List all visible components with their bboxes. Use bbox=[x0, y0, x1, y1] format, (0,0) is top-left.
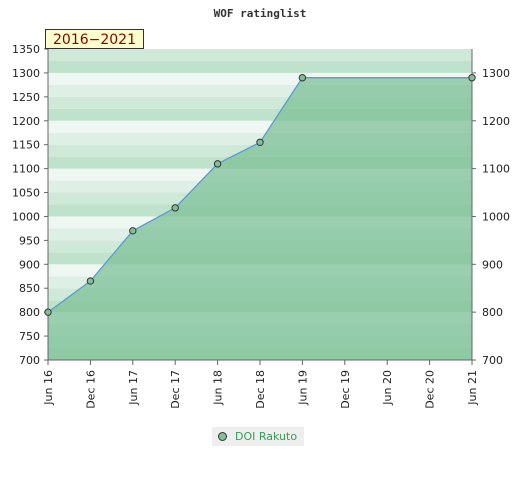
x-tick-label: Dec 16 bbox=[84, 370, 97, 409]
data-point bbox=[468, 74, 476, 82]
legend[interactable]: DOI Rakuto bbox=[212, 427, 305, 446]
x-tick-label: Jun 19 bbox=[296, 370, 309, 406]
data-point bbox=[129, 227, 137, 235]
area-layer bbox=[47, 77, 472, 360]
data-point bbox=[44, 308, 52, 316]
y-tick-label: 1250 bbox=[12, 91, 40, 104]
x-tick-label: Jun 21 bbox=[466, 370, 479, 406]
y-axis-left-ticks: 700 750 800 850 900 950 1000 1050 1100 1150 1200 12… bbox=[12, 43, 48, 367]
plot-band bbox=[48, 120, 472, 133]
plot-band bbox=[48, 108, 472, 121]
data-point bbox=[213, 160, 222, 168]
y-tick-label-right: 1200 bbox=[482, 115, 510, 128]
x-tick-label: Jun 16 bbox=[42, 370, 55, 406]
plot-band bbox=[48, 60, 472, 73]
y-tick-label: 1300 bbox=[12, 67, 40, 80]
y-tick-label-right: 700 bbox=[482, 354, 503, 367]
x-tick-label: Jun 17 bbox=[127, 370, 140, 406]
legend-label: DOI Rakuto bbox=[235, 430, 298, 443]
y-tick-label-right: 800 bbox=[482, 306, 503, 319]
period-badge: 2016−2021 bbox=[45, 29, 144, 49]
x-tick-label: Dec 17 bbox=[169, 370, 182, 409]
x-tick-label: Jun 20 bbox=[381, 370, 394, 406]
plot-band bbox=[48, 72, 472, 85]
y-tick-label: 1050 bbox=[12, 187, 40, 200]
plot-band bbox=[48, 84, 472, 97]
y-tick-label: 1000 bbox=[12, 210, 40, 223]
y-axis-right-ticks: 700 800 900 1000 1100 1200 1300 bbox=[472, 67, 510, 367]
x-tick-label: Dec 19 bbox=[339, 370, 352, 409]
chart-title: WOF ratinglist bbox=[214, 7, 307, 20]
y-tick-label-right: 900 bbox=[482, 258, 503, 271]
y-tick-label: 800 bbox=[19, 306, 40, 319]
series-area bbox=[48, 77, 472, 360]
x-tick-label: Jun 18 bbox=[212, 370, 225, 406]
y-tick-label: 950 bbox=[19, 234, 40, 247]
data-point bbox=[256, 138, 264, 147]
y-tick-label: 900 bbox=[19, 258, 40, 271]
x-tick-label: Dec 18 bbox=[254, 370, 267, 409]
y-tick-label: 1150 bbox=[12, 139, 40, 152]
y-tick-label: 1100 bbox=[12, 163, 40, 176]
legend-marker-icon bbox=[218, 432, 227, 441]
data-markers bbox=[44, 74, 476, 316]
y-tick-label: 850 bbox=[19, 282, 40, 295]
y-tick-label-right: 1100 bbox=[482, 163, 510, 176]
data-point bbox=[298, 74, 307, 82]
plot-band bbox=[48, 96, 472, 109]
y-tick-label: 750 bbox=[19, 330, 40, 343]
data-point bbox=[171, 204, 179, 212]
y-tick-label: 1350 bbox=[12, 43, 40, 56]
data-point bbox=[86, 277, 95, 285]
x-tick-label: Dec 20 bbox=[424, 370, 437, 409]
series-line bbox=[47, 77, 472, 313]
y-tick-label-right: 1000 bbox=[482, 210, 510, 223]
y-tick-label: 1200 bbox=[12, 115, 40, 128]
y-tick-label: 700 bbox=[19, 354, 40, 367]
x-axis-ticks: Jun 16 Dec 16 Jun 17 Dec 17 Jun 18 Dec 18 Jun … bbox=[42, 360, 479, 409]
y-tick-label-right: 1300 bbox=[482, 67, 510, 80]
plot-band bbox=[48, 49, 472, 61]
